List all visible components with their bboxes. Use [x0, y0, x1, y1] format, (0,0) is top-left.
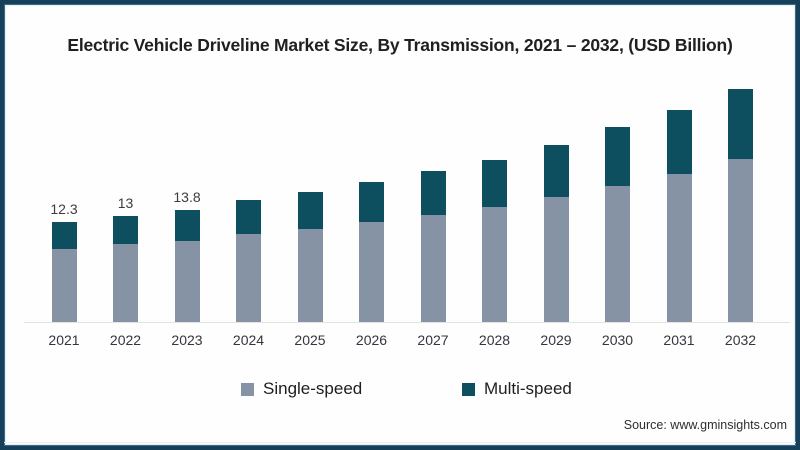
bar-2021: [51, 222, 77, 322]
bar-2032-multi-speed-segment: [728, 89, 753, 159]
legend-item-single-speed: Single-speed: [241, 379, 362, 399]
bar-2027-multi-speed-segment: [420, 171, 446, 215]
bar-2026-multi-speed-segment: [359, 182, 384, 222]
bar-2031: [666, 110, 692, 322]
bottom-divider: [4, 442, 796, 443]
bar-2024-single-speed-segment: [236, 234, 261, 322]
bar-2021-single-speed-segment: [51, 249, 77, 322]
x-axis-label-2027: 2027: [417, 332, 449, 348]
value-label-2023: 13.8: [173, 189, 201, 205]
legend: Single-speed Multi-speed: [4, 379, 796, 399]
bar-2030-single-speed-segment: [605, 186, 630, 322]
multi-speed-swatch-icon: [462, 382, 475, 396]
bar-2032-single-speed-segment: [728, 159, 753, 322]
plot-area: [4, 4, 796, 323]
bar-2027-single-speed-segment: [420, 215, 446, 322]
bar-2025: [297, 192, 323, 322]
value-label-2022: 13: [117, 195, 134, 211]
bar-2022: [113, 216, 138, 322]
bar-2024-multi-speed-segment: [236, 200, 261, 234]
bar-2025-multi-speed-segment: [297, 192, 323, 229]
single-speed-swatch-icon: [241, 382, 254, 396]
bar-2024: [236, 200, 261, 322]
x-axis-label-2028: 2028: [478, 332, 511, 348]
bar-2028-multi-speed-segment: [482, 160, 507, 207]
bar-2026-single-speed-segment: [359, 222, 384, 322]
x-axis-label-2025: 2025: [294, 332, 326, 348]
bar-2027: [420, 171, 446, 322]
value-label-2021: 12.3: [50, 201, 78, 217]
bar-2023-multi-speed-segment: [174, 210, 200, 241]
bar-2026: [359, 182, 384, 322]
bar-2022-single-speed-segment: [113, 244, 138, 322]
bar-2030: [605, 127, 630, 322]
legend-label: Single-speed: [263, 379, 363, 398]
bar-2029-multi-speed-segment: [543, 145, 569, 197]
x-axis-label-2029: 2029: [540, 332, 572, 348]
x-axis-label-2030: 2030: [601, 332, 634, 348]
bar-2029: [543, 145, 569, 322]
x-axis-label-2023: 2023: [171, 332, 203, 348]
bar-2031-multi-speed-segment: [666, 110, 692, 174]
bar-2022-multi-speed-segment: [113, 216, 138, 244]
x-axis-label-2024: 2024: [232, 332, 265, 348]
chart-title: Electric Vehicle Driveline Market Size, …: [67, 35, 733, 55]
bar-2031-single-speed-segment: [666, 174, 692, 322]
x-axis-label-2032: 2032: [724, 332, 757, 348]
source-note: Source: www.gminsights.com: [623, 418, 787, 432]
bar-2028: [482, 160, 507, 322]
legend-item-multi-speed: Multi-speed: [462, 379, 572, 399]
x-axis-label-2021: 2021: [48, 332, 80, 348]
legend-label: Multi-speed: [484, 379, 572, 398]
bar-2023-single-speed-segment: [174, 241, 200, 322]
x-axis-label-2022: 2022: [109, 332, 142, 348]
bar-2028-single-speed-segment: [482, 207, 507, 322]
x-axis-label-2026: 2026: [355, 332, 388, 348]
bar-2021-multi-speed-segment: [51, 222, 77, 249]
bar-2025-single-speed-segment: [297, 229, 323, 322]
bar-2032: [728, 89, 753, 322]
bar-2030-multi-speed-segment: [605, 127, 630, 186]
bar-2029-single-speed-segment: [543, 197, 569, 322]
x-axis-label-2031: 2031: [663, 332, 695, 348]
x-axis-baseline: [24, 322, 790, 323]
bar-2023: [174, 210, 200, 322]
